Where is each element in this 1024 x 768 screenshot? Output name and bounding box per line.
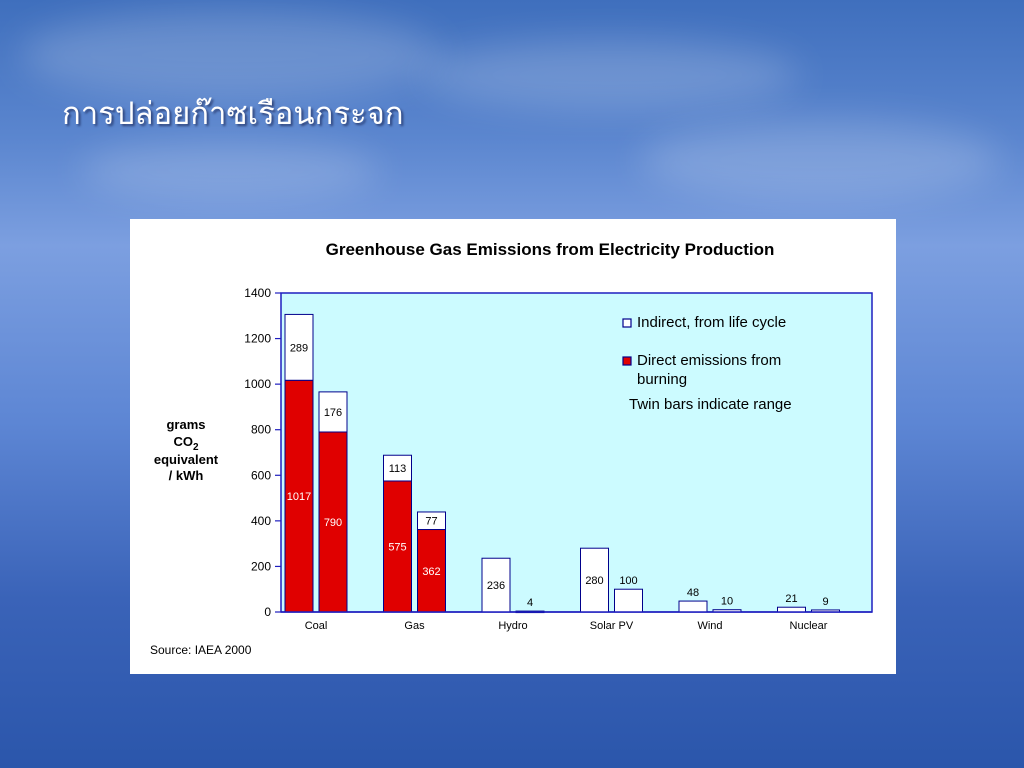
x-tick-label: Hydro: [498, 620, 527, 632]
bar-indirect: [284, 313, 314, 381]
bar-indirect-value-label: 21: [785, 593, 797, 605]
bar-direct: [383, 480, 412, 613]
bar-indirect-value-label: 176: [324, 407, 342, 419]
y-tick-label: 400: [251, 514, 271, 528]
y-tick-label: 200: [251, 559, 271, 573]
y-axis-label: / kWh: [169, 468, 204, 483]
bar-indirect-value-label: 280: [585, 575, 603, 587]
bar-indirect-value-label: 10: [721, 596, 733, 608]
bar-indirect-value-label: 289: [290, 342, 308, 354]
bar-indirect-value-label: 77: [425, 516, 437, 528]
bar-indirect-value-label: 4: [527, 597, 533, 609]
legend-direct-label: Direct emissions from: [637, 352, 781, 369]
x-tick-label: Nuclear: [790, 620, 828, 632]
y-tick-label: 1000: [244, 377, 271, 391]
background-cloud: [420, 40, 800, 110]
legend-direct-label: burning: [637, 371, 687, 388]
y-axis-label: equivalent: [154, 452, 219, 467]
y-axis-label: CO2: [173, 434, 199, 453]
bar-direct-value-label: 575: [388, 541, 406, 553]
x-tick-label: Solar PV: [590, 620, 634, 632]
bar-direct-value-label: 362: [422, 566, 440, 578]
chart-source: Source: IAEA 2000: [150, 643, 252, 657]
y-tick-label: 1400: [244, 286, 271, 300]
y-tick-label: 800: [251, 423, 271, 437]
y-tick-label: 600: [251, 468, 271, 482]
slide-title: การปล่อยก๊าซเรือนกระจก: [62, 96, 404, 132]
legend-indirect-swatch: [622, 318, 632, 328]
background-cloud: [20, 10, 440, 100]
bar-indirect-value-label: 48: [687, 587, 699, 599]
bar-indirect: [614, 588, 643, 613]
y-tick-label: 0: [264, 605, 271, 619]
bar-indirect: [318, 391, 348, 433]
legend-note: Twin bars indicate range: [629, 396, 792, 413]
emissions-chart: Greenhouse Gas Emissions from Electricit…: [150, 240, 873, 657]
bar-direct: [284, 379, 314, 613]
bar-indirect: [678, 600, 708, 613]
x-tick-label: Gas: [404, 620, 425, 632]
y-tick-label: 1200: [244, 332, 271, 346]
bar-direct: [318, 431, 348, 613]
bar-direct-value-label: 1017: [287, 491, 311, 503]
bar-indirect-value-label: 236: [487, 580, 505, 592]
bar-indirect: [417, 511, 446, 531]
bar-indirect-value-label: 9: [822, 596, 828, 608]
bar-indirect: [580, 547, 609, 613]
background-cloud: [80, 140, 380, 200]
chart-title: Greenhouse Gas Emissions from Electricit…: [326, 240, 775, 259]
legend-indirect-label: Indirect, from life cycle: [637, 314, 786, 331]
bar-direct-value-label: 790: [324, 517, 342, 529]
legend-direct-swatch: [622, 356, 632, 366]
bar-indirect: [383, 454, 412, 482]
x-tick-label: Coal: [305, 620, 328, 632]
bar-indirect: [481, 557, 511, 613]
x-tick-label: Wind: [697, 620, 722, 632]
bar-indirect-value-label: 113: [389, 463, 407, 475]
chart-container: Greenhouse Gas Emissions from Electricit…: [130, 219, 896, 674]
bar-indirect-value-label: 100: [619, 575, 637, 587]
plot-area: [280, 292, 873, 613]
background-cloud: [640, 120, 1000, 200]
y-axis-label: grams: [166, 417, 205, 432]
